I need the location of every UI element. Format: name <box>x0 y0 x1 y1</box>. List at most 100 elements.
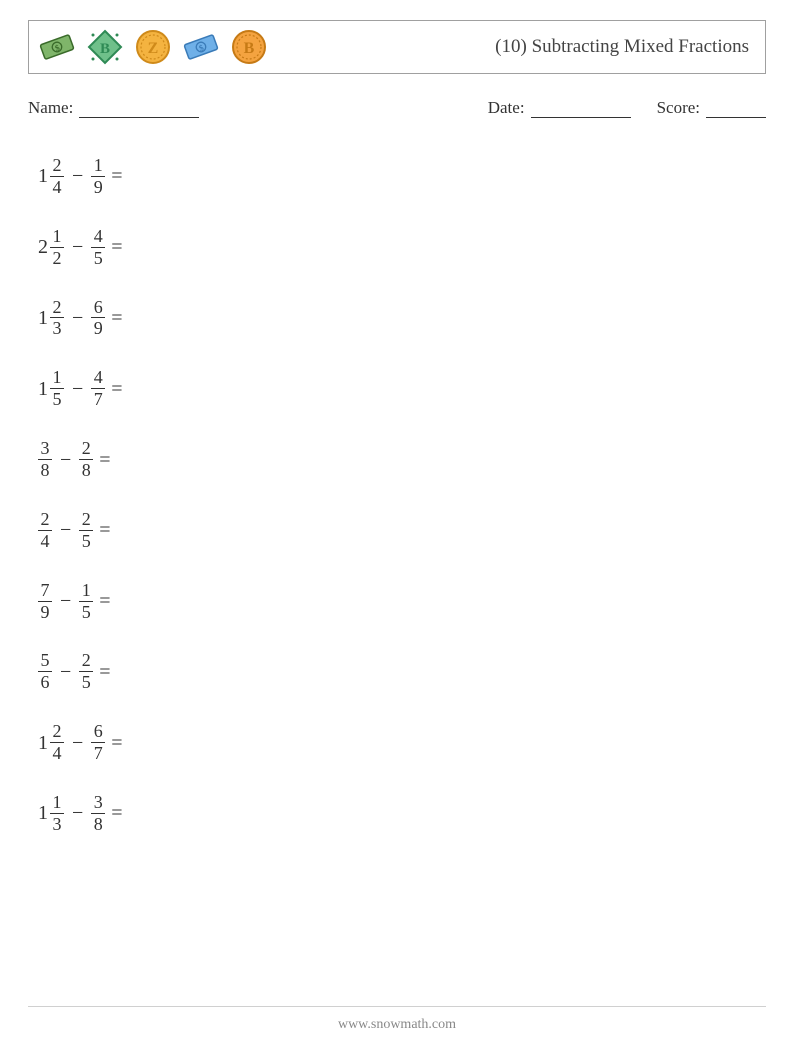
denominator-b: 5 <box>80 603 93 622</box>
problems-list: 1 2 4 − 1 9 = 2 1 2 − 4 5 = 1 2 <box>28 156 766 834</box>
problem-row: 1 1 3 − 3 8 = <box>38 793 766 834</box>
bitcoin-coin-icon: B <box>229 27 269 67</box>
problem-row: 1 2 3 − 6 9 = <box>38 298 766 339</box>
fraction-a: 2 4 <box>50 722 64 763</box>
svg-text:B: B <box>244 40 255 57</box>
problem-row: 1 2 4 − 1 9 = <box>38 156 766 197</box>
numerator-b: 6 <box>92 722 105 741</box>
numerator-b: 2 <box>80 651 93 670</box>
numerator-a: 1 <box>51 368 64 387</box>
numerator-a: 1 <box>51 793 64 812</box>
date-blank[interactable] <box>531 100 631 118</box>
name-blank[interactable] <box>79 100 199 118</box>
fraction-a: 2 4 <box>38 510 52 551</box>
dollar-bill-icon: $ <box>37 27 77 67</box>
denominator-a: 4 <box>51 744 64 763</box>
fraction-b: 1 5 <box>79 581 93 622</box>
problem-row: 1 1 5 − 4 7 = <box>38 368 766 409</box>
numerator-b: 1 <box>92 156 105 175</box>
term-a: 1 2 4 <box>38 722 64 763</box>
problem-row: 3 8 − 2 8 = <box>38 439 766 480</box>
footer: www.snowmath.com <box>28 1006 766 1033</box>
minus-operator: − <box>60 450 71 470</box>
meta-right: Date: Score: <box>488 98 766 118</box>
equals-sign: = <box>111 237 122 257</box>
term-b: 6 9 <box>91 298 105 339</box>
equals-sign: = <box>111 733 122 753</box>
numerator-a: 2 <box>39 510 52 529</box>
equals-sign: = <box>99 450 110 470</box>
fraction-b: 4 5 <box>91 227 105 268</box>
denominator-b: 8 <box>92 815 105 834</box>
worksheet-title: (10) Subtracting Mixed Fractions <box>495 36 749 58</box>
denominator-a: 4 <box>39 532 52 551</box>
denominator-b: 5 <box>92 249 105 268</box>
denominator-b: 8 <box>80 461 93 480</box>
whole-a: 1 <box>38 308 48 328</box>
fraction-a: 5 6 <box>38 651 52 692</box>
problem-row: 2 1 2 − 4 5 = <box>38 227 766 268</box>
fraction-a: 7 9 <box>38 581 52 622</box>
denominator-a: 4 <box>51 178 64 197</box>
problem-row: 1 2 4 − 6 7 = <box>38 722 766 763</box>
denominator-a: 9 <box>39 603 52 622</box>
problem-row: 7 9 − 1 5 = <box>38 581 766 622</box>
term-a: 1 1 3 <box>38 793 64 834</box>
term-a: 1 2 4 <box>38 156 64 197</box>
minus-operator: − <box>72 166 83 186</box>
term-a: 1 1 5 <box>38 368 64 409</box>
meta-name: Name: <box>28 98 199 118</box>
minus-operator: − <box>72 733 83 753</box>
numerator-b: 4 <box>92 227 105 246</box>
numerator-b: 2 <box>80 510 93 529</box>
denominator-a: 3 <box>51 319 64 338</box>
whole-a: 1 <box>38 803 48 823</box>
fraction-b: 6 7 <box>91 722 105 763</box>
denominator-b: 5 <box>80 532 93 551</box>
whole-a: 1 <box>38 733 48 753</box>
term-a: 1 2 3 <box>38 298 64 339</box>
footer-link[interactable]: www.snowmath.com <box>338 1017 456 1032</box>
whole-a: 1 <box>38 379 48 399</box>
fraction-b: 2 5 <box>79 510 93 551</box>
fraction-a: 1 5 <box>50 368 64 409</box>
svg-text:Z: Z <box>148 40 159 57</box>
numerator-a: 2 <box>51 298 64 317</box>
fraction-b: 4 7 <box>91 368 105 409</box>
hand-money-icon: $ <box>181 27 221 67</box>
problem-row: 2 4 − 2 5 = <box>38 510 766 551</box>
svg-text:B: B <box>100 41 110 57</box>
equals-sign: = <box>99 591 110 611</box>
numerator-a: 7 <box>39 581 52 600</box>
meta-row: Name: Date: Score: <box>28 98 766 118</box>
score-label: Score: <box>657 98 700 118</box>
fraction-b: 6 9 <box>91 298 105 339</box>
term-b: 1 9 <box>91 156 105 197</box>
numerator-a: 1 <box>51 227 64 246</box>
equals-sign: = <box>99 520 110 540</box>
fraction-b: 2 5 <box>79 651 93 692</box>
minus-operator: − <box>72 308 83 328</box>
term-a: 7 9 <box>38 581 52 622</box>
minus-operator: − <box>60 662 71 682</box>
bitcoin-b-diamond-icon: B <box>85 27 125 67</box>
equals-sign: = <box>111 308 122 328</box>
date-label: Date: <box>488 98 525 118</box>
equals-sign: = <box>99 662 110 682</box>
denominator-a: 2 <box>51 249 64 268</box>
problem-row: 5 6 − 2 5 = <box>38 651 766 692</box>
term-b: 4 7 <box>91 368 105 409</box>
fraction-a: 1 3 <box>50 793 64 834</box>
minus-operator: − <box>72 379 83 399</box>
fraction-b: 3 8 <box>91 793 105 834</box>
numerator-a: 2 <box>51 722 64 741</box>
term-b: 4 5 <box>91 227 105 268</box>
denominator-a: 8 <box>39 461 52 480</box>
numerator-b: 3 <box>92 793 105 812</box>
fraction-a: 1 2 <box>50 227 64 268</box>
score-blank[interactable] <box>706 100 766 118</box>
worksheet-page: $ B Z $ B (10) Subtracting Mixed Fractio… <box>0 0 794 1053</box>
minus-operator: − <box>72 803 83 823</box>
minus-operator: − <box>72 237 83 257</box>
denominator-b: 9 <box>92 178 105 197</box>
